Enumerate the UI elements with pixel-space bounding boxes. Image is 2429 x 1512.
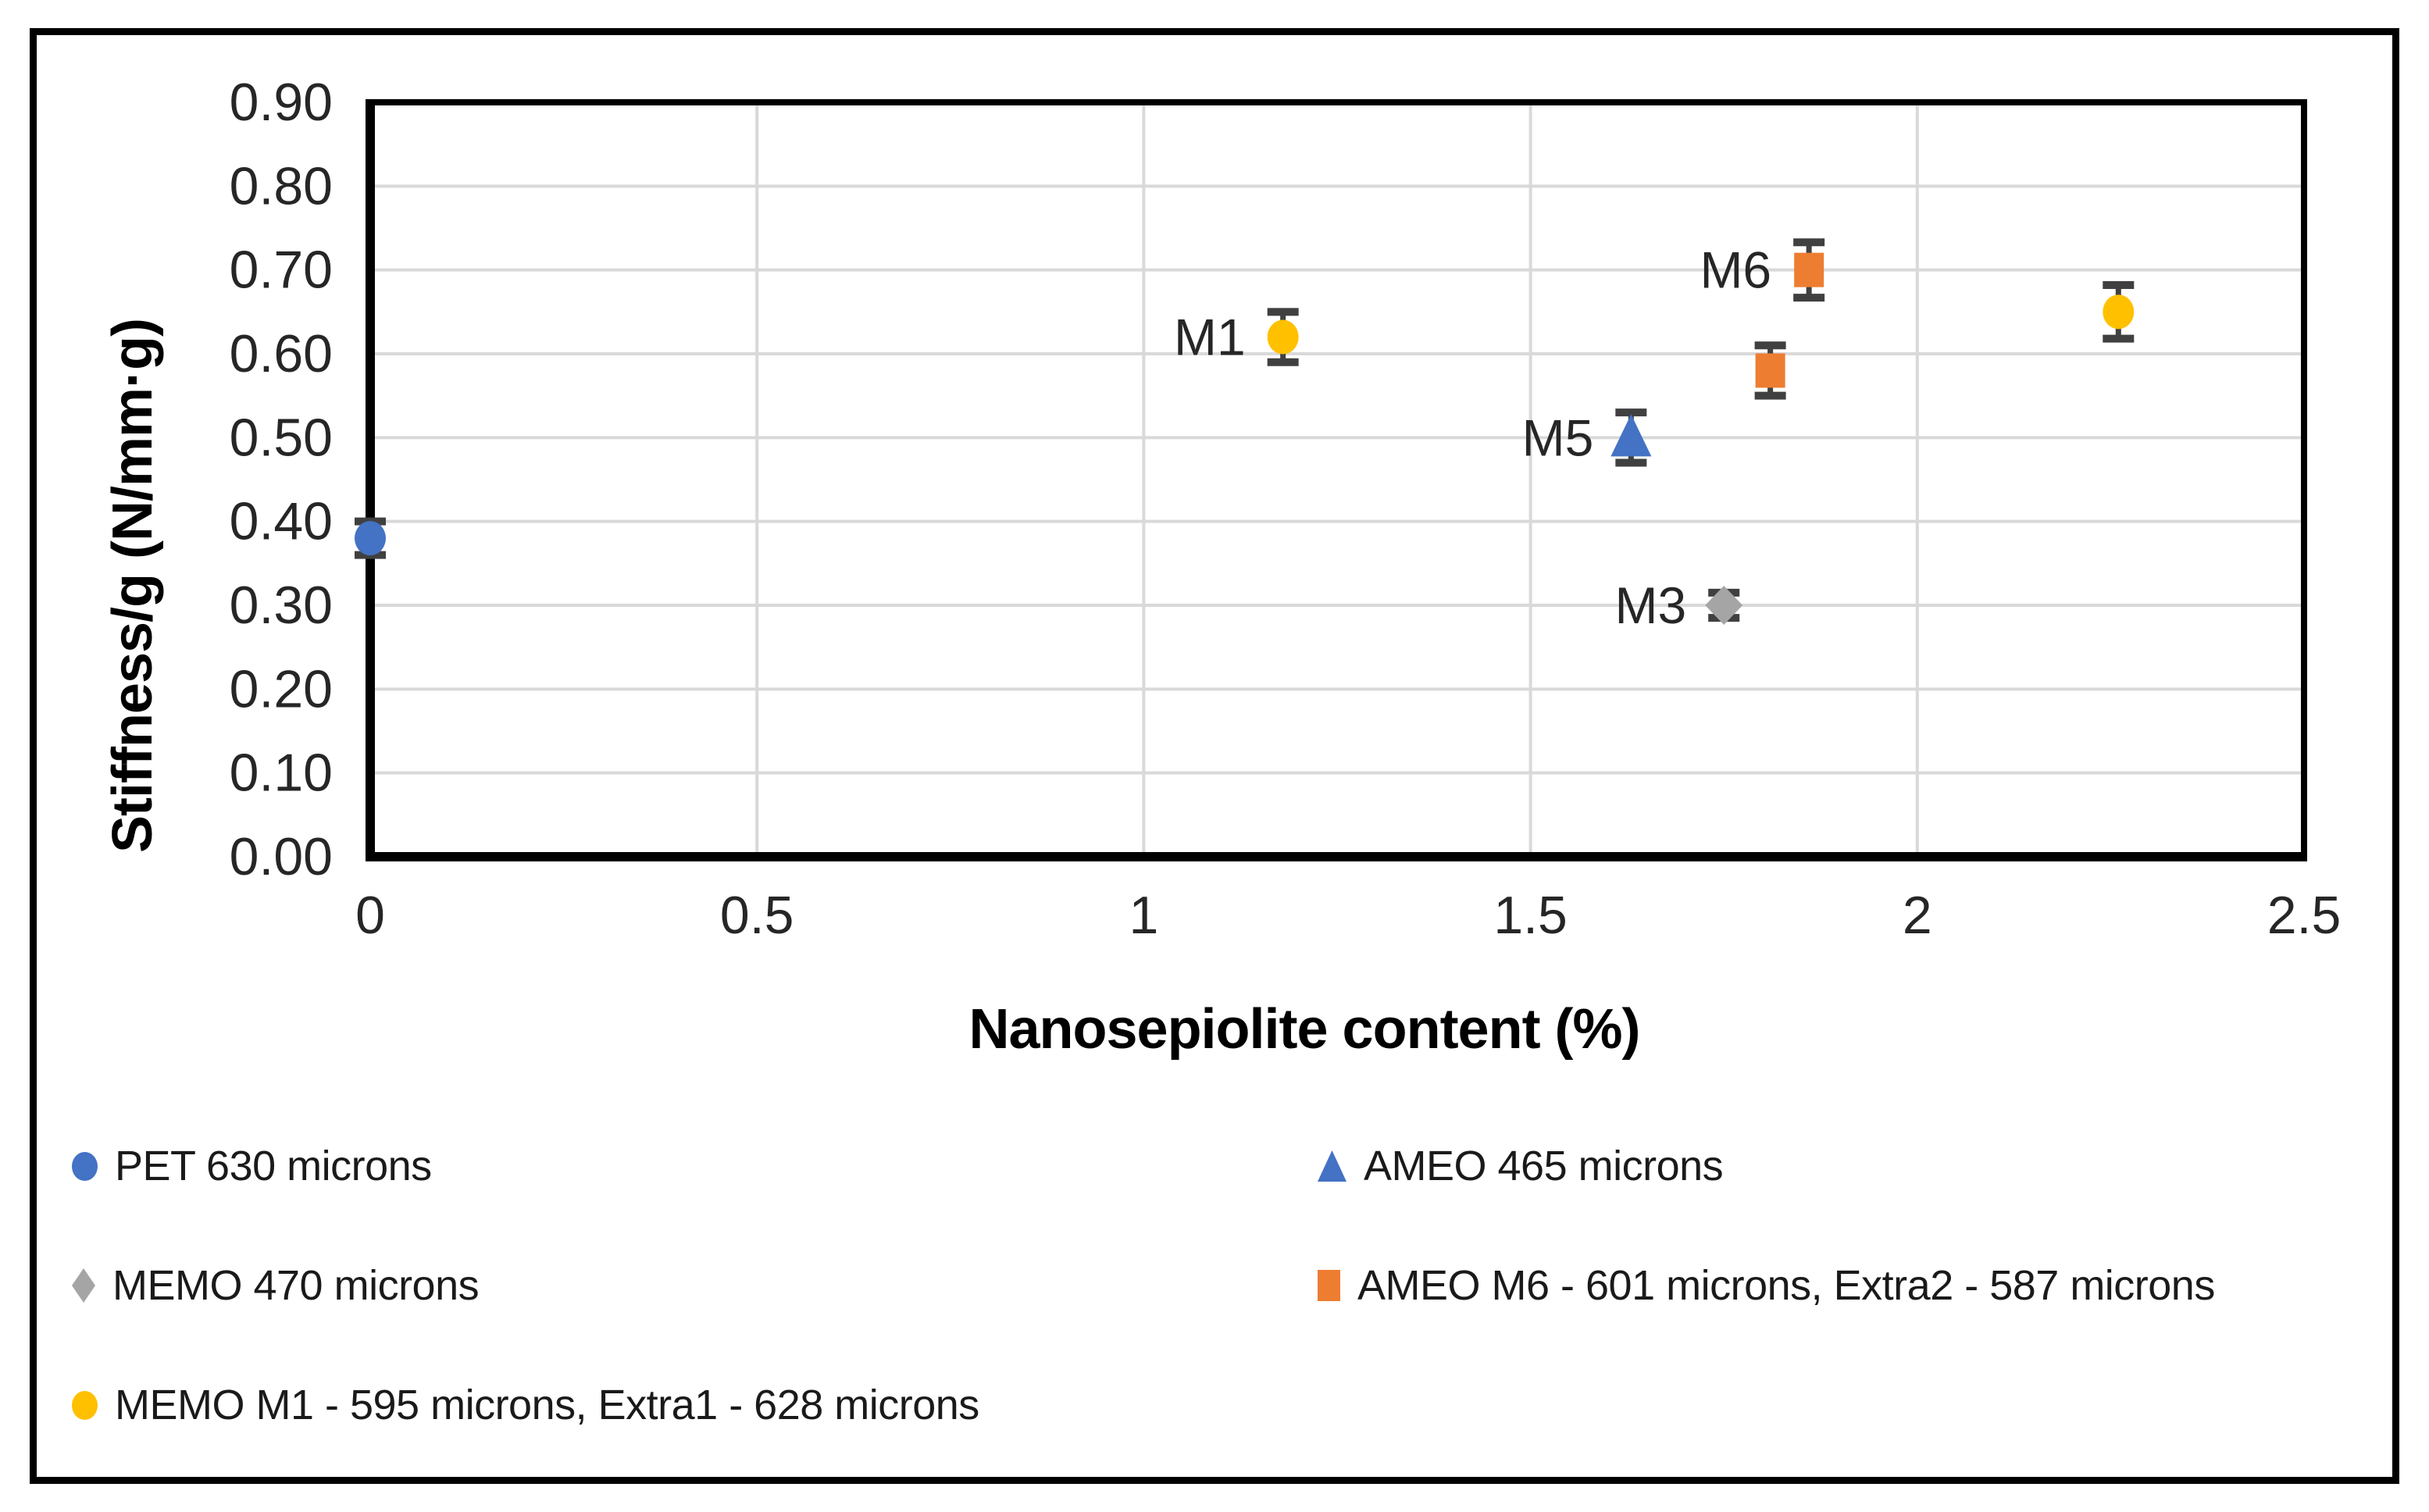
y-tick-label: 0.20 bbox=[230, 659, 333, 719]
data-point-triangle bbox=[1610, 414, 1652, 457]
legend-marker-triangle-icon bbox=[1318, 1150, 1346, 1182]
data-point-circle bbox=[355, 521, 386, 556]
legend-label: MEMO 470 microns bbox=[112, 1262, 480, 1309]
data-point-diamond bbox=[1705, 586, 1743, 625]
legend-marker-diamond-icon bbox=[72, 1268, 95, 1303]
legend-marker-circle-icon bbox=[72, 1390, 98, 1420]
y-axis-title: Stiffness/g (N/mm·g) bbox=[102, 318, 164, 854]
y-tick-label: 0.40 bbox=[230, 492, 333, 551]
y-tick-label: 0.80 bbox=[230, 156, 333, 216]
x-tick-label: 2.5 bbox=[2267, 886, 2342, 945]
legend-item-pet: PET 630 microns bbox=[72, 1142, 432, 1190]
x-tick-label: 0.5 bbox=[720, 886, 794, 945]
y-tick-label: 0.00 bbox=[230, 827, 333, 886]
data-point-circle bbox=[2103, 294, 2135, 330]
legend-label: MEMO M1 - 595 microns, Extra1 - 628 micr… bbox=[115, 1382, 979, 1428]
y-tick-label: 0.50 bbox=[230, 408, 333, 467]
y-tick-label: 0.10 bbox=[230, 744, 333, 803]
legend-item-ameo-m6: AMEO M6 - 601 microns, Extra2 - 587 micr… bbox=[1318, 1261, 2215, 1310]
x-tick-label: 1.5 bbox=[1493, 886, 1568, 945]
legend-label: AMEO 465 microns bbox=[1364, 1143, 1724, 1189]
x-tick-label: 2 bbox=[1903, 886, 1932, 945]
y-tick-label: 0.30 bbox=[230, 576, 333, 635]
legend-marker-square-icon bbox=[1318, 1270, 1340, 1301]
point-label-M3: M3 bbox=[1615, 576, 1687, 634]
point-label-M1: M1 bbox=[1174, 308, 1246, 366]
x-axis-title: Nanosepiolite content (%) bbox=[968, 998, 1640, 1061]
point-label-M5: M5 bbox=[1522, 408, 1594, 466]
point-label-M6: M6 bbox=[1700, 241, 1771, 299]
data-point-square bbox=[1755, 353, 1785, 388]
x-tick-label: 1 bbox=[1129, 886, 1158, 945]
data-point-circle bbox=[1267, 319, 1299, 355]
data-point-square bbox=[1794, 252, 1824, 287]
legend-item-ameo-465: AMEO 465 microns bbox=[1318, 1142, 1724, 1190]
x-tick-label: 0 bbox=[355, 886, 385, 945]
y-tick-label: 0.90 bbox=[230, 73, 333, 132]
legend-label: PET 630 microns bbox=[115, 1143, 432, 1189]
legend-marker-circle-icon bbox=[72, 1151, 98, 1181]
y-tick-label: 0.60 bbox=[230, 324, 333, 383]
legend-label: AMEO M6 - 601 microns, Extra2 - 587 micr… bbox=[1357, 1262, 2215, 1309]
y-tick-label: 0.70 bbox=[230, 241, 333, 300]
legend-item-memo-m1: MEMO M1 - 595 microns, Extra1 - 628 micr… bbox=[72, 1381, 979, 1429]
plot-border bbox=[367, 99, 2307, 860]
legend-item-memo-470: MEMO 470 microns bbox=[72, 1261, 480, 1310]
